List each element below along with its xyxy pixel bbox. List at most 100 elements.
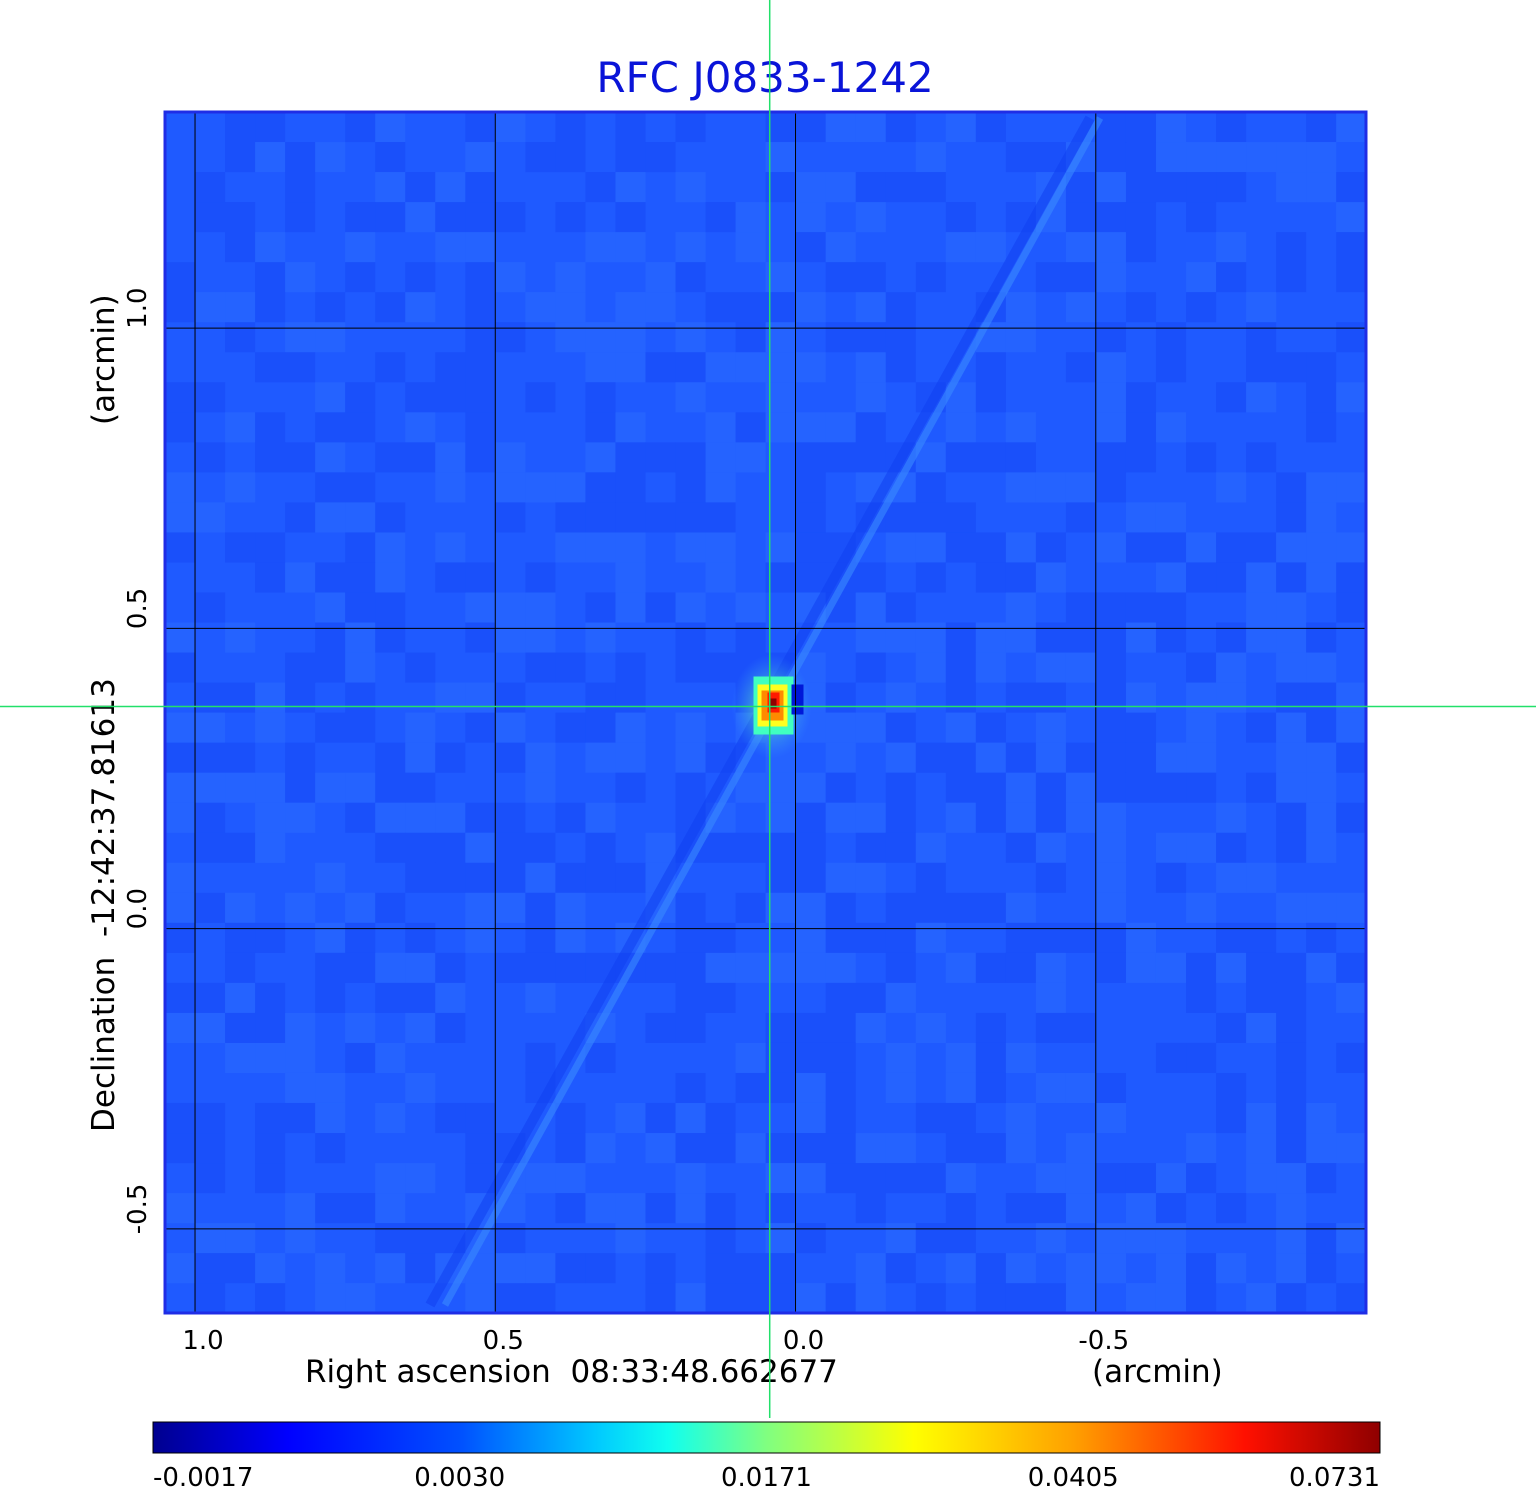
noise-cell	[225, 322, 256, 353]
noise-cell	[945, 502, 976, 533]
noise-cell	[1276, 1163, 1307, 1194]
colorbar-tick-labels: -0.0017 0.0030 0.0171 0.0405 0.0731	[153, 1463, 1380, 1493]
noise-cell	[675, 232, 706, 263]
noise-cell	[675, 1283, 706, 1313]
noise-cell	[285, 562, 316, 593]
noise-cell	[705, 472, 736, 503]
noise-cell	[315, 1253, 346, 1284]
noise-cell	[915, 652, 946, 683]
noise-cell	[255, 232, 286, 263]
noise-cell	[885, 592, 916, 623]
noise-cell	[675, 352, 706, 383]
noise-cell	[465, 862, 496, 893]
noise-cell	[1306, 352, 1337, 383]
noise-cell	[1035, 1072, 1066, 1104]
noise-cell	[615, 202, 646, 233]
noise-cell	[1276, 232, 1307, 263]
noise-cell	[1095, 862, 1127, 893]
noise-cell	[345, 532, 376, 563]
noise-cell	[225, 922, 256, 953]
noise-cell	[1005, 142, 1036, 173]
noise-cell	[645, 352, 676, 383]
noise-cell	[855, 712, 886, 743]
noise-cell	[1095, 802, 1127, 833]
noise-cell	[1155, 142, 1187, 173]
noise-cell	[615, 1193, 646, 1224]
noise-cell	[705, 982, 736, 1013]
noise-cell	[1276, 1283, 1307, 1313]
noise-cell	[1306, 952, 1337, 983]
noise-cell	[315, 922, 346, 953]
noise-cell	[675, 322, 706, 353]
noise-cell	[795, 1283, 826, 1313]
noise-cell	[1246, 442, 1277, 473]
noise-cell	[1336, 532, 1366, 563]
source-peak	[770, 698, 777, 709]
noise-cell	[795, 922, 826, 953]
noise-cell	[705, 952, 736, 983]
noise-cell	[255, 112, 286, 143]
noise-cell	[1155, 172, 1187, 203]
noise-cell	[165, 1012, 196, 1043]
noise-cell	[615, 292, 646, 323]
noise-cell	[195, 592, 226, 623]
noise-cell	[495, 442, 526, 473]
noise-cell	[165, 532, 196, 563]
noise-cell	[1276, 1253, 1307, 1284]
noise-cell	[225, 682, 256, 713]
noise-cell	[915, 832, 946, 863]
noise-cell	[225, 112, 256, 143]
noise-cell	[405, 172, 436, 203]
noise-cell	[405, 1072, 436, 1104]
noise-cell	[1005, 742, 1036, 773]
noise-cell	[1035, 652, 1066, 683]
x-tick-label: 0.0	[783, 1326, 824, 1356]
noise-cell	[795, 172, 826, 203]
noise-cell	[1276, 802, 1307, 833]
noise-cell	[765, 802, 796, 833]
noise-cell	[1065, 772, 1096, 803]
noise-cell	[1216, 562, 1247, 593]
noise-cell	[825, 982, 856, 1013]
noise-cell	[435, 742, 466, 773]
noise-cell	[555, 652, 586, 683]
noise-cell	[1276, 172, 1307, 203]
noise-cell	[345, 502, 376, 533]
noise-cell	[495, 712, 526, 743]
noise-cell	[255, 442, 286, 473]
noise-cell	[675, 112, 706, 143]
noise-cell	[975, 1042, 1006, 1074]
noise-cell	[165, 742, 196, 773]
noise-cell	[885, 712, 916, 743]
noise-cell	[675, 262, 706, 293]
noise-cell	[555, 892, 586, 923]
noise-cell	[675, 1012, 706, 1043]
noise-cell	[165, 1102, 196, 1134]
noise-cell	[555, 502, 586, 533]
noise-cell	[555, 202, 586, 233]
noise-cell	[1125, 412, 1157, 443]
noise-cell	[1246, 982, 1277, 1013]
noise-cell	[375, 592, 406, 623]
noise-cell	[645, 262, 676, 293]
noise-cell	[675, 442, 706, 473]
noise-cell	[1155, 952, 1187, 983]
noise-cell	[945, 202, 976, 233]
noise-cell	[375, 1102, 406, 1134]
noise-cell	[915, 1012, 946, 1043]
noise-cell	[405, 832, 436, 863]
noise-cell	[315, 982, 346, 1013]
noise-cell	[285, 802, 316, 833]
noise-cell	[1035, 982, 1066, 1013]
noise-cell	[1125, 142, 1157, 173]
noise-cell	[345, 262, 376, 293]
noise-cell	[1035, 562, 1066, 593]
noise-cell	[375, 772, 406, 803]
noise-cell	[675, 382, 706, 413]
noise-cell	[1095, 712, 1127, 743]
noise-cell	[225, 292, 256, 323]
noise-cell	[1005, 1253, 1036, 1284]
noise-cell	[975, 892, 1006, 923]
noise-cell	[1035, 832, 1066, 863]
